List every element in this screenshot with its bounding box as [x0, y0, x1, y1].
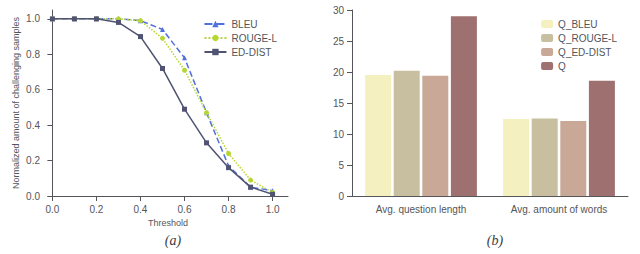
svg-text:Avg. question length: Avg. question length	[376, 204, 466, 215]
svg-text:0: 0	[338, 191, 344, 202]
svg-text:0.2: 0.2	[26, 155, 40, 166]
svg-text:20: 20	[333, 67, 345, 78]
svg-text:5: 5	[338, 160, 344, 171]
svg-text:1.0: 1.0	[266, 204, 280, 215]
svg-text:Q: Q	[558, 61, 566, 72]
svg-text:1.0: 1.0	[26, 13, 40, 24]
svg-text:Q_BLEU: Q_BLEU	[558, 19, 597, 30]
svg-text:BLEU: BLEU	[231, 19, 257, 30]
svg-text:25: 25	[333, 36, 345, 47]
svg-text:0.2: 0.2	[89, 204, 103, 215]
svg-text:0.6: 0.6	[178, 204, 192, 215]
svg-text:0.8: 0.8	[26, 49, 40, 60]
svg-text:0.4: 0.4	[26, 120, 40, 131]
svg-text:Q_ROUGE-L: Q_ROUGE-L	[558, 33, 617, 44]
svg-text:Normalized amount of challengi: Normalized amount of challenging samples	[11, 16, 21, 189]
svg-text:0.0: 0.0	[26, 191, 40, 202]
svg-text:ED-DIST: ED-DIST	[231, 47, 271, 58]
svg-text:Threshold: Threshold	[148, 218, 188, 228]
svg-text:0.6: 0.6	[26, 84, 40, 95]
svg-text:0.8: 0.8	[222, 204, 236, 215]
svg-text:(b): (b)	[487, 233, 504, 249]
svg-text:15: 15	[333, 98, 345, 109]
svg-text:10: 10	[333, 129, 345, 140]
svg-text:30: 30	[333, 5, 345, 16]
svg-text:Avg. amount of words: Avg. amount of words	[511, 204, 608, 215]
svg-text:0.4: 0.4	[134, 204, 148, 215]
svg-text:0.0: 0.0	[45, 204, 59, 215]
svg-text:(a): (a)	[165, 233, 182, 249]
svg-text:ROUGE-L: ROUGE-L	[231, 33, 277, 44]
svg-text:Q_ED-DIST: Q_ED-DIST	[558, 47, 611, 58]
